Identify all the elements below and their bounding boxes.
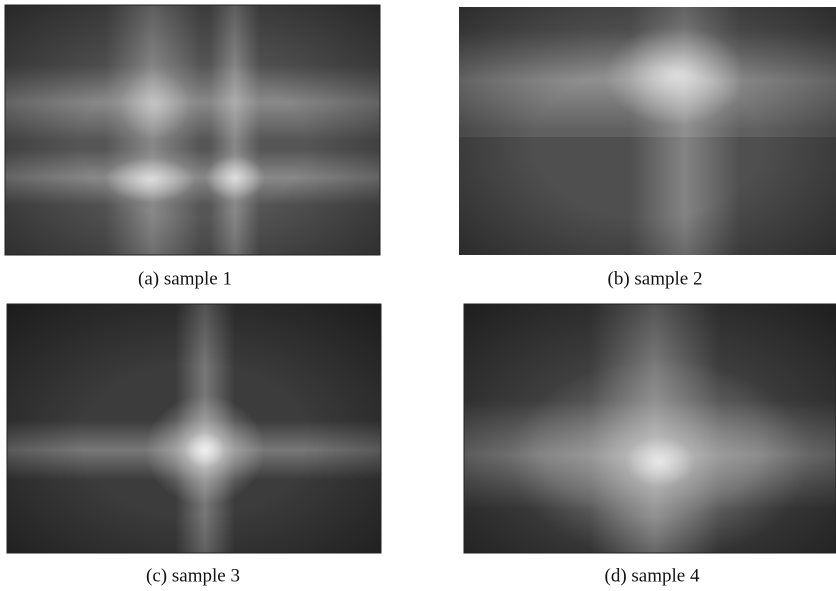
panel-border (463, 303, 836, 554)
caption: (c) sample 3 (146, 565, 240, 586)
panel-c-image (7, 304, 381, 553)
panel-a-image (5, 5, 380, 255)
caption: (a) sample 1 (138, 268, 232, 289)
panel-d-image (464, 304, 836, 553)
caption: (b) sample 2 (608, 268, 703, 289)
panel-b-image (459, 7, 836, 255)
caption: (d) sample 4 (605, 565, 700, 586)
panel-border (6, 303, 382, 554)
panel-border (4, 4, 381, 256)
